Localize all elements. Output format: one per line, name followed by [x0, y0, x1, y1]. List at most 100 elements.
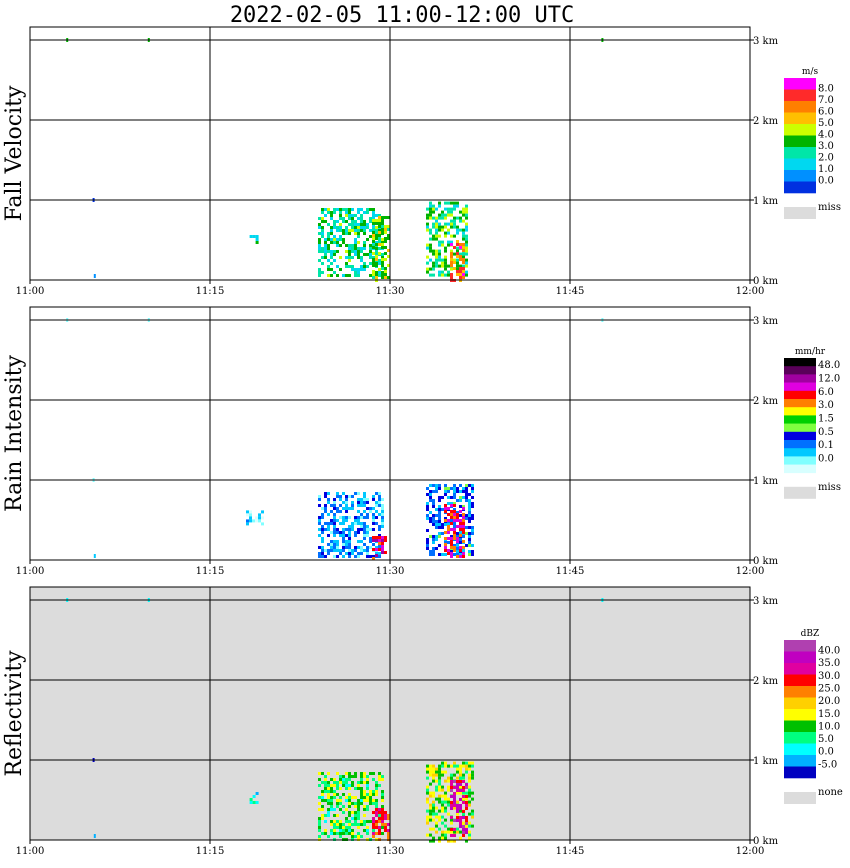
echo-cell: [471, 764, 474, 768]
echo-region: [372, 536, 387, 560]
echo-cell: [432, 264, 435, 268]
echo-cell: [363, 501, 366, 504]
echo-cell: [453, 834, 456, 837]
echo-cell: [330, 274, 333, 277]
echo-cell: [357, 211, 360, 214]
echo-cell: [339, 244, 342, 247]
echo-cell: [435, 234, 438, 238]
echo-cell: [441, 261, 444, 265]
echo-cell: [363, 793, 366, 796]
echo-cell: [447, 273, 450, 277]
echo-cell: [381, 536, 384, 539]
echo-cell: [465, 804, 468, 807]
legend-unit: dBZ: [801, 629, 820, 639]
echo-cell: [348, 250, 351, 253]
echo-cell: [381, 253, 384, 256]
echo-cell: [330, 799, 333, 802]
echo-cell: [363, 516, 366, 519]
echo-cell: [456, 780, 459, 783]
echo-cell: [381, 525, 384, 528]
echo-cell: [372, 252, 375, 255]
echo-cell: [339, 552, 342, 555]
echo-cell: [363, 492, 366, 495]
echo-cell: [366, 534, 369, 537]
echo-cell: [438, 836, 441, 840]
echo-cell: [444, 830, 447, 834]
echo-cell: [465, 249, 468, 253]
echo-cell: [462, 219, 465, 223]
echo-cell: [348, 802, 351, 805]
echo-cell: [339, 531, 342, 534]
echo-cell: [378, 237, 381, 240]
echo-cell: [435, 514, 438, 517]
echo-cell: [459, 510, 462, 513]
echo-cell: [435, 508, 438, 511]
echo-cell: [372, 246, 375, 249]
echo-cell: [381, 805, 384, 808]
echo-cell: [348, 787, 351, 790]
echo-cell: [378, 814, 381, 817]
echo-cell: [459, 499, 462, 502]
echo-cell: [387, 276, 390, 279]
legend-missing-swatch: [784, 486, 816, 499]
echo-cell: [462, 228, 465, 232]
echo-cell: [333, 211, 336, 214]
echo-cell: [459, 770, 462, 774]
echo-cell: [375, 274, 378, 277]
echo-cell: [333, 522, 336, 525]
echo-cell: [462, 231, 465, 235]
echo-cell: [366, 793, 369, 796]
echo-cell: [354, 519, 357, 522]
echo-cell: [378, 552, 381, 555]
echo-cell: [345, 262, 348, 265]
echo-cell: [348, 211, 351, 214]
echo-cell: [330, 226, 333, 229]
echo-cell: [387, 264, 390, 267]
echo-cell: [330, 802, 333, 805]
echo-cell: [333, 498, 336, 501]
echo-cell: [456, 544, 459, 547]
echo-cell: [384, 228, 387, 231]
echo-cell: [360, 259, 363, 262]
echo-cell: [471, 815, 474, 819]
echo-cell: [372, 835, 375, 838]
echo-cell: [438, 800, 441, 804]
echo-cell: [384, 826, 387, 829]
echo-cell: [426, 815, 429, 819]
echo-cell: [339, 217, 342, 220]
echo-cell: [351, 244, 354, 247]
echo-cell: [318, 778, 321, 781]
echo-cell: [363, 226, 366, 229]
echo-cell: [459, 538, 462, 541]
echo-cell: [444, 546, 447, 549]
echo-cell: [318, 223, 321, 226]
echo-cell: [339, 823, 342, 826]
echo-cell: [426, 228, 429, 232]
echo-cell: [441, 496, 444, 499]
echo-cell: [468, 508, 471, 511]
echo-cell: [345, 232, 348, 235]
echo-cell: [351, 802, 354, 805]
echo-cell: [435, 225, 438, 229]
echo-cell: [438, 776, 441, 780]
echo-cell: [324, 775, 327, 778]
echo-cell: [465, 225, 468, 229]
echo-cell: [444, 225, 447, 229]
echo-cell: [333, 531, 336, 534]
echo-cell: [333, 790, 336, 793]
echo-cell: [447, 213, 450, 217]
echo-cell: [327, 808, 330, 811]
legend-label: 30.0: [818, 671, 840, 682]
echo-cell: [348, 826, 351, 829]
echo-cell: [447, 210, 450, 214]
echo-cell: [384, 270, 387, 273]
echo-cell: [342, 546, 345, 549]
echo-cell: [318, 495, 321, 498]
echo-cell: [459, 785, 462, 789]
echo-cell: [465, 499, 468, 502]
echo-cell: [321, 808, 324, 811]
echo-cell: [429, 493, 432, 496]
echo-cell: [339, 495, 342, 498]
echo-cell: [372, 790, 375, 793]
echo-cell: [369, 528, 372, 531]
